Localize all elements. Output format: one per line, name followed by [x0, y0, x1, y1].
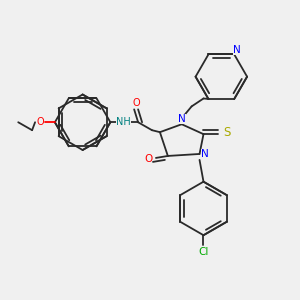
Text: N: N	[178, 114, 186, 124]
Text: O: O	[144, 154, 152, 164]
Text: Cl: Cl	[198, 247, 209, 257]
Text: NH: NH	[116, 117, 130, 127]
Text: N: N	[201, 149, 208, 159]
Text: N: N	[233, 45, 241, 56]
Text: O: O	[36, 117, 44, 127]
Text: S: S	[224, 126, 231, 139]
Text: O: O	[132, 98, 140, 108]
